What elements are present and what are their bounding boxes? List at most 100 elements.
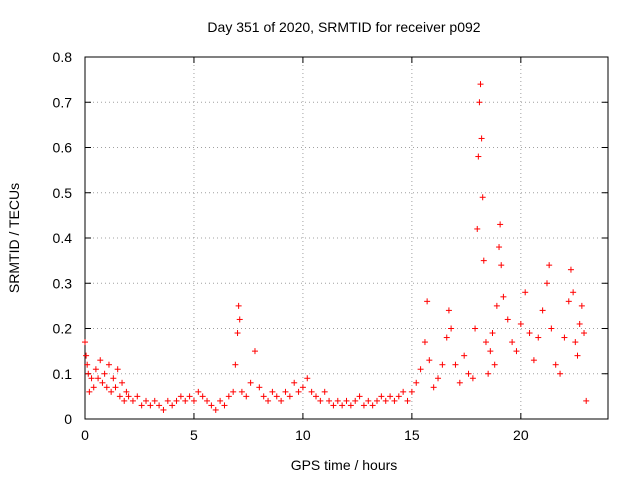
data-point (317, 397, 324, 404)
data-point (491, 361, 498, 368)
data-point (576, 320, 583, 327)
y-tick-label: 0 (64, 411, 72, 427)
data-point (225, 393, 232, 400)
data-point (435, 375, 442, 382)
data-point (482, 339, 489, 346)
data-point (121, 397, 128, 404)
data-point (108, 388, 115, 395)
data-point (251, 348, 258, 355)
data-point (530, 357, 537, 364)
data-point (123, 388, 130, 395)
data-point (513, 348, 520, 355)
data-point (138, 402, 145, 409)
data-point (156, 402, 163, 409)
data-point (572, 339, 579, 346)
data-point (465, 370, 472, 377)
data-point (116, 393, 123, 400)
data-point (561, 334, 568, 341)
data-point (395, 393, 402, 400)
data-point (182, 397, 189, 404)
data-point (374, 397, 381, 404)
data-point (83, 352, 90, 359)
data-point (236, 316, 243, 323)
chart-title: Day 351 of 2020, SRMTID for receiver p09… (207, 19, 480, 35)
data-point (308, 388, 315, 395)
y-tick-label: 0.5 (53, 185, 73, 201)
data-point (232, 361, 239, 368)
data-point (439, 361, 446, 368)
y-tick-label: 0.4 (53, 230, 73, 246)
data-point (84, 361, 91, 368)
data-point (186, 393, 193, 400)
data-point (103, 384, 110, 391)
data-point (347, 402, 354, 409)
data-point (493, 302, 500, 309)
data-point (426, 357, 433, 364)
data-point (86, 388, 93, 395)
data-point (321, 388, 328, 395)
data-point (565, 298, 572, 305)
data-point (498, 262, 505, 269)
data-point (208, 402, 215, 409)
data-point (504, 316, 511, 323)
y-tick-label: 0.2 (53, 321, 73, 337)
data-point (269, 388, 276, 395)
data-point (475, 153, 482, 160)
data-point (312, 393, 319, 400)
data-point (469, 375, 476, 382)
data-point (417, 366, 424, 373)
data-point (448, 325, 455, 332)
data-point (517, 320, 524, 327)
data-point (160, 406, 167, 413)
data-point (143, 397, 150, 404)
data-point (97, 357, 104, 364)
data-point (378, 393, 385, 400)
x-tick-label: 20 (513, 427, 529, 443)
data-point (151, 397, 158, 404)
data-point (260, 393, 267, 400)
data-point (472, 325, 479, 332)
data-point (125, 393, 132, 400)
y-axis-title: SRMTID / TECUs (6, 183, 22, 293)
data-point (356, 393, 363, 400)
tick-label-layer: 0 5 10 15 20 0 0.1 0.2 0.3 0.4 0.5 0.6 0.7 0.8 (53, 49, 529, 443)
data-point (485, 370, 492, 377)
data-point (421, 339, 428, 346)
data-point (230, 388, 237, 395)
data-point (256, 384, 263, 391)
x-tick-label: 15 (404, 427, 420, 443)
data-point (339, 402, 346, 409)
plot-frame (84, 56, 609, 420)
data-point (452, 361, 459, 368)
data-point (424, 298, 431, 305)
data-point (286, 393, 293, 400)
point-layer (82, 81, 590, 413)
data-point (326, 397, 333, 404)
data-point (413, 379, 420, 386)
data-point (247, 379, 254, 386)
data-point (489, 330, 496, 337)
data-point (243, 393, 250, 400)
data-point (295, 388, 302, 395)
data-point (147, 402, 154, 409)
data-point (195, 388, 202, 395)
data-point (456, 379, 463, 386)
data-point (500, 293, 507, 300)
data-point (487, 348, 494, 355)
data-point (476, 99, 483, 106)
data-point (88, 375, 95, 382)
data-point (164, 397, 171, 404)
data-point (581, 330, 588, 337)
data-point (461, 352, 468, 359)
data-point (352, 397, 359, 404)
data-point (273, 393, 280, 400)
data-point (546, 262, 553, 269)
data-point (282, 388, 289, 395)
data-point (387, 393, 394, 400)
data-point (496, 244, 503, 251)
y-tick-label: 0.7 (53, 94, 73, 110)
data-point (199, 393, 206, 400)
data-point (101, 370, 108, 377)
